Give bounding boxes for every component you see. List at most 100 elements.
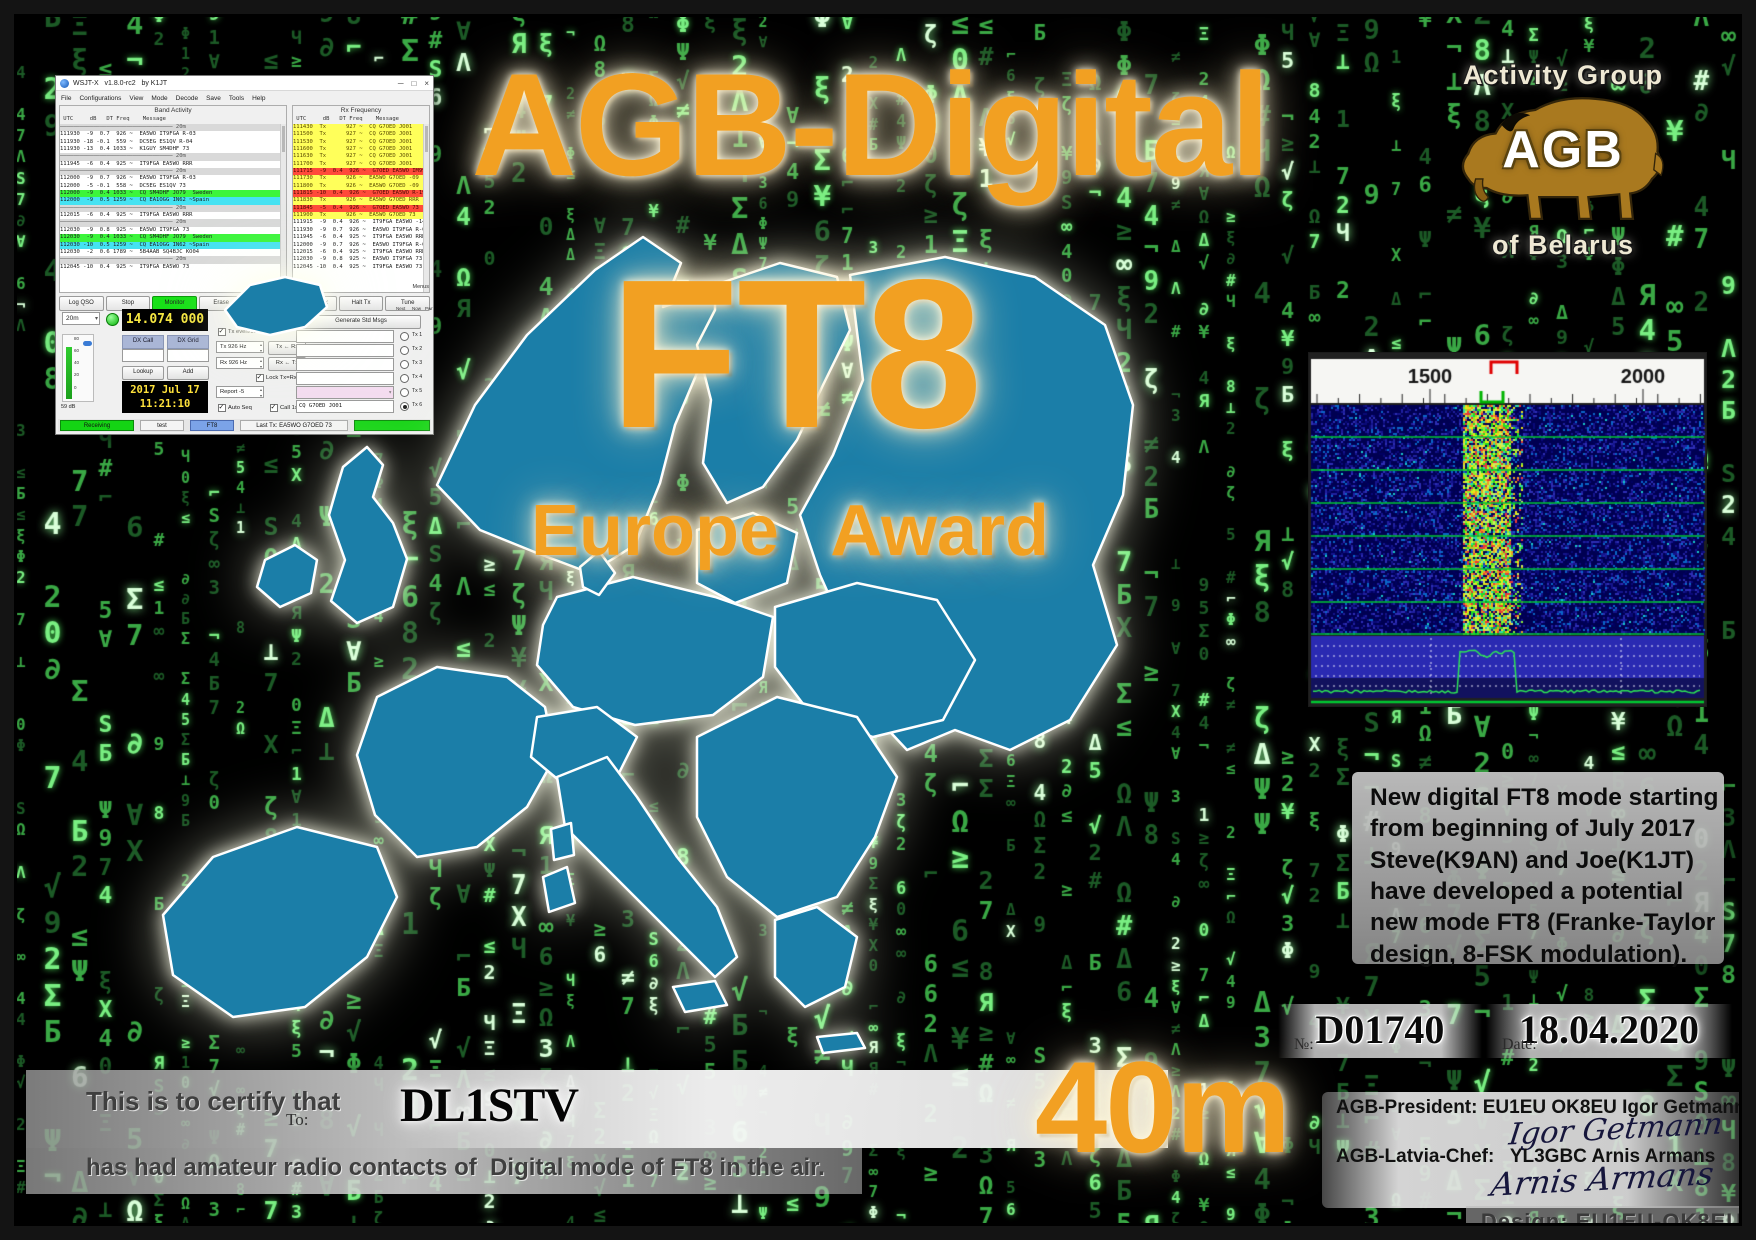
decode-row[interactable]: ────────────────────────────────── 20m [60,204,281,213]
tx-button-label[interactable]: Tx 6 [412,402,423,408]
decode-row[interactable]: 112000 -5 -0.1 558 ~ DC5EG ES1QV 73 [60,182,281,191]
menu-item[interactable]: View [129,94,144,102]
decode-row[interactable]: 111930 -9 0.7 926 ~ EA5WO IT9FGA R-03 [293,226,424,235]
dx-call-input[interactable] [122,349,164,362]
decode-row[interactable]: 112030 -9 0.4 1033 ~ CQ SM4DHF JO79 Swed… [60,234,281,242]
decode-row[interactable]: 112030 -9 0.8 925 ~ EA5WO IT9FGA 73 [60,226,281,235]
menu-item[interactable]: Tools [228,94,245,102]
tx-radio[interactable] [400,374,409,383]
decode-row[interactable]: 111630 Tx 927 ~ CQ G7OED JO01 [293,153,424,161]
rx-hz-spinner[interactable]: Rx 926 Hz [216,357,264,369]
minimize-icon[interactable]: ─ [397,78,404,88]
tx-message-input[interactable] [296,358,394,371]
decode-row[interactable]: 111600 Tx 927 ~ CQ G7OED JO01 [293,146,424,154]
close-icon[interactable]: × [424,78,429,88]
decode-row[interactable]: 111945 -6 0.4 925 ~ IT9FGA EA5WO RRR [293,234,424,242]
decode-row[interactable]: 111830 Tx 926 ~ EA5WO G7OED RRR [293,197,424,205]
generate-msgs-button[interactable]: Generate Std Msgs [301,315,421,329]
decode-row[interactable]: 112015 -6 0.4 925 ~ IT9FGA EA5WO RRR [60,212,281,220]
menu-item[interactable]: Help [252,94,266,102]
tx-radio[interactable] [400,402,409,411]
menu-item[interactable]: Save [206,94,221,102]
checkbox-icon [218,327,226,336]
band-select[interactable]: 20m ▾ [62,312,100,325]
menu-item[interactable]: Mode [151,94,168,102]
tx-radio[interactable] [400,388,409,397]
decode-row[interactable]: 111930 -9 0.7 926 ~ EA5WO IT9FGA R-03 [60,131,281,139]
decode-row[interactable]: 111530 Tx 927 ~ CQ G7OED JO01 [293,138,424,147]
menu-item[interactable]: Decode [175,94,199,102]
status-receiving: Receiving [60,420,134,431]
tx-button-label[interactable]: Tx 5 [412,388,423,394]
lock-txrx-checkbox[interactable]: Lock Tx=Rx [256,373,297,382]
decode-row[interactable]: 111800 Tx 926 ~ EA5WO G7OED -09 [293,182,424,191]
decode-row[interactable]: 112030 -9 0.8 925 ~ EA5WO IT9FGA 73 [293,256,424,264]
decode-row[interactable]: 111845 -5 0.4 926 ~ G7OED EA5WO 73 [293,204,424,213]
status-last-tx: Last Tx: EA5WO G7OED 73 [240,420,348,431]
decode-row[interactable]: 111915 -9 0.4 926 ~ IT9FGA EA5WO -14 [293,219,424,227]
tx-button-label[interactable]: Tx 1 [412,332,423,338]
tx-even-checkbox[interactable]: Tx even/1st [218,327,258,336]
decode-row[interactable]: 112045 -10 0.4 925 ~ IT9FGA EA5WO 73 [293,263,424,271]
dx-grid-button[interactable]: DX Grid [167,335,209,349]
wsjtx-titlebar[interactable]: WSJT-X v1.8.0-rc2 by K1JT ─ □ × [56,76,433,91]
frequency-display[interactable]: 14.074 000 [122,309,208,331]
menus-toggle[interactable]: Menus [412,284,429,290]
tx-message-input[interactable] [296,386,394,399]
decode-row[interactable]: ────────────────────────────────── 20m [60,219,281,227]
decode-row[interactable]: 111500 Tx 927 ~ CQ G7OED JO01 [293,131,424,139]
decode-row[interactable]: 112000 -9 0.5 1259 ~ CQ EA1OGG IN62 ~Spa… [60,197,281,205]
decode-row[interactable]: 111900 Tx 926 ~ EA5WO G7OED 73 [293,212,424,220]
decode-row[interactable]: 111430 Tx 927 ~ CQ G7OED JO01 [293,124,424,132]
report-spinner[interactable]: Report -5 [216,386,264,398]
tx-radio[interactable] [400,332,409,341]
decode-row[interactable]: ────────────────────────────────── 20m [60,153,281,161]
meter-handle[interactable] [83,341,92,346]
menu-item[interactable]: Configurations [79,94,122,102]
tx-button-label[interactable]: Tx 4 [412,374,423,380]
decode-row[interactable]: 111930 -18 -0.1 559 ~ DC5EG ES1QV R-04 [60,138,281,147]
decode-row[interactable]: ────────────────────────────────── 20m [60,168,281,176]
decode-row[interactable]: 112000 -9 0.7 926 ~ EA5WO IT9FGA R-03 [293,241,424,249]
wsjtx-button[interactable]: Log QSO [59,296,104,311]
decode-row[interactable]: ────────────────────────────────── 20m [60,256,281,264]
decode-row[interactable]: 111945 -6 0.4 925 ~ IT9FGA EA5WO RRR [60,160,281,169]
dx-grid-input[interactable] [167,349,209,362]
tx-button-label[interactable]: Tx 3 [412,360,423,366]
decode-row[interactable]: 112045 -10 0.4 925 ~ IT9FGA EA5WO 73 [60,263,281,271]
decode-row[interactable]: 111815 -10 0.4 926 ~ G7OED EA5WO R-19 [293,190,424,198]
tx-radio[interactable] [400,360,409,369]
call-1st-checkbox[interactable]: Call 1st [270,403,299,412]
decode-row[interactable]: 111715 -9 0.4 926 ~ G7OED EA5WO IM99 [293,168,424,176]
wsjtx-button[interactable]: Halt Tx [338,296,384,311]
maximize-icon[interactable]: □ [411,78,417,88]
auto-seq-checkbox[interactable]: Auto Seq [218,403,252,412]
menu-item[interactable]: File [61,94,72,102]
decode-row[interactable]: 112000 -9 0.7 926 ~ EA5WO IT9FGA R-03 [60,175,281,183]
decode-row[interactable]: 111700 Tx 927 ~ CQ G7OED JO01 [293,160,424,169]
wsjtx-app-icon [60,78,69,88]
decode-row[interactable]: 112030 -10 0.5 1259 ~ CQ EA1OGG IN62 ~Sp… [60,241,281,249]
tx-radio[interactable] [400,346,409,355]
tx-hz-spinner[interactable]: Tx 926 Hz [216,341,264,353]
tx-message-input[interactable] [296,330,394,343]
map-crete [815,1031,867,1055]
scrollbar[interactable] [280,124,286,292]
scrollbar[interactable] [423,124,429,292]
tx-button-label[interactable]: Tx 2 [412,346,423,352]
dx-call-button[interactable]: DX Call [122,335,164,349]
tx-message-input[interactable] [296,372,394,385]
decode-row[interactable]: 112030 -2 0.6 1789 ~ 5B4AAB SQ4BJC KO04 [60,248,281,257]
decode-row[interactable]: 112000 -9 0.4 1033 ~ CQ SM4DHF JO79 Swed… [60,190,281,198]
wsjtx-button[interactable]: Tune [385,296,430,311]
tx-message-input[interactable] [296,344,394,357]
waterfall-display[interactable] [1308,352,1707,707]
lookup-button[interactable]: Lookup [122,366,164,380]
tx-message-row: Tx 1 [296,330,432,344]
decode-row[interactable]: 111930 -13 0.4 1033 ~ K1GUY SM4DHF 73 [60,146,281,154]
decode-row[interactable]: ────────────────────────────────── 20m [60,124,281,132]
decode-row[interactable]: 111730 Tx 926 ~ EA5WO G7OED -09 [293,175,424,183]
add-button[interactable]: Add [167,366,209,380]
decode-row[interactable]: 112015 -6 0.4 925 ~ IT9FGA EA5WO RRR [293,248,424,257]
tx-message-input[interactable]: CQ G7OED JO01 [296,400,394,413]
